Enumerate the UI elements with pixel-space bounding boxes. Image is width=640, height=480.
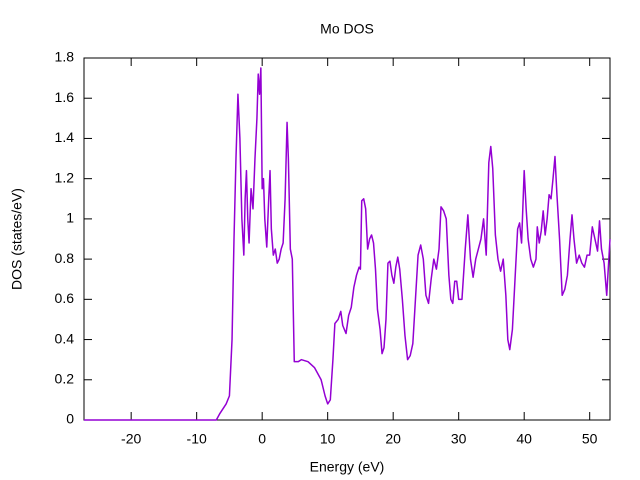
y-tick-label: 1.2 [55,169,75,185]
y-tick-label: 0 [66,411,74,427]
y-tick-label: 1.4 [55,129,75,145]
x-axis-label: Energy (eV) [310,459,385,475]
x-tick-label: 0 [258,431,266,447]
y-tick-label: 0.2 [55,370,75,386]
y-tick-label: 0.4 [55,330,75,346]
x-tick-label: 30 [451,431,467,447]
y-tick-label: 1 [66,210,74,226]
y-tick-label: 0.6 [55,290,75,306]
y-axis-label: DOS (states/eV) [9,188,25,290]
x-tick-label: 50 [582,431,598,447]
x-tick-label: 10 [320,431,336,447]
y-tick-label: 1.6 [55,89,75,105]
chart-title: Mo DOS [320,21,374,37]
x-tick-label: 20 [385,431,401,447]
plot-border [83,57,611,421]
x-tick-label: 40 [516,431,532,447]
data-line [84,67,611,421]
y-tick-label: 1.8 [55,49,75,65]
x-tick-label: -20 [121,431,141,447]
y-tick-label: 0.8 [55,250,75,266]
x-tick-label: -10 [187,431,207,447]
